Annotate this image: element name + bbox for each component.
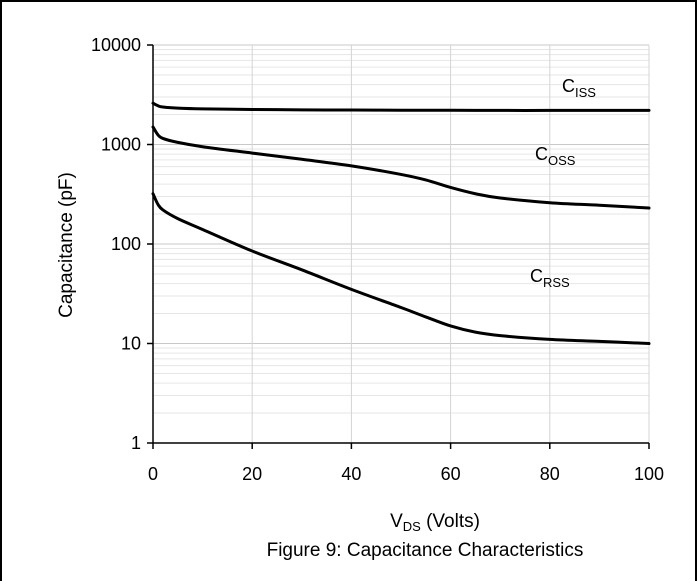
series-lines (151, 101, 651, 345)
series-label-main: C (530, 266, 543, 286)
tick-labels: 1 10 100 1000 10000 0 20 40 60 80 100 (91, 35, 664, 484)
series-line-coss (151, 125, 651, 210)
y-axis-label: Capacitance (pF) (56, 172, 77, 318)
x-tick-label: 0 (148, 464, 158, 484)
x-tick-label: 40 (341, 464, 361, 484)
series-line-ciss (151, 101, 651, 112)
figure-caption: Figure 9: Capacitance Characteristics (267, 540, 584, 561)
series-line-crss (151, 192, 651, 345)
x-axis-label-main: V (390, 511, 403, 532)
axes (147, 44, 650, 449)
series-label-sub: ISS (575, 85, 596, 100)
series-label-ciss: CISS (562, 76, 596, 100)
y-tick-label: 1000 (101, 135, 141, 155)
series-label-coss: COSS (535, 144, 576, 168)
series-label-sub: OSS (548, 153, 576, 168)
series-label-main: C (535, 144, 548, 164)
y-tick-label: 1 (131, 433, 141, 453)
y-tick-label: 100 (111, 234, 141, 254)
x-axis-label: VDS (Volts) (390, 511, 480, 534)
x-tick-label: 100 (634, 464, 664, 484)
x-tick-label: 60 (441, 464, 461, 484)
y-tick-label: 10 (121, 334, 141, 354)
series-label-crss: CRSS (530, 266, 570, 290)
grid-lines (152, 44, 650, 444)
series-label-sub: RSS (543, 275, 570, 290)
x-tick-label: 80 (540, 464, 560, 484)
x-tick-label: 20 (242, 464, 262, 484)
series-label-main: C (562, 76, 575, 96)
y-tick-label: 10000 (91, 35, 141, 55)
x-axis-label-rest: (Volts) (421, 511, 480, 532)
x-axis-label-sub: DS (403, 519, 421, 534)
